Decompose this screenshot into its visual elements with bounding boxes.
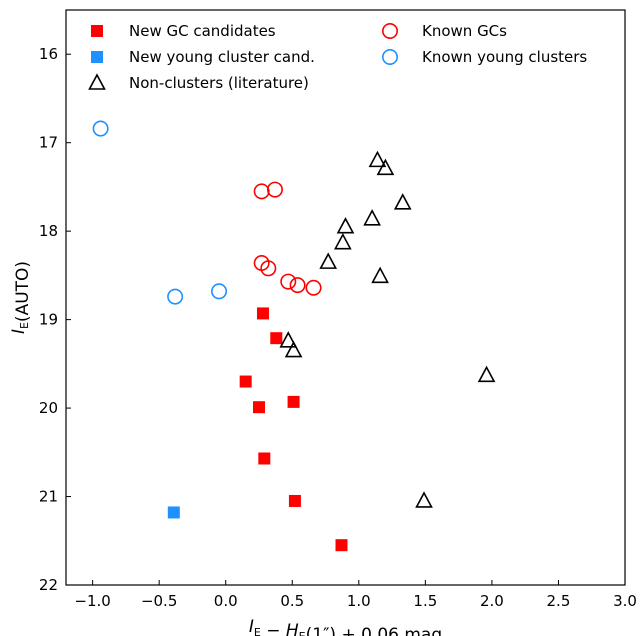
point-known-young-clusters — [92, 120, 109, 137]
plot-frame — [65, 9, 626, 586]
point-new-gc-candidates — [239, 375, 252, 388]
point-non-clusters-literature — [334, 232, 352, 250]
point-non-clusters-literature — [368, 150, 387, 168]
legend: New GC candidates New young cluster cand.… — [88, 22, 587, 92]
y-axis-label: IE(AUTO) — [9, 261, 33, 334]
legend-marker-new-young-cluster-cand — [91, 51, 103, 63]
point-known-gcs — [253, 183, 270, 200]
point-known-young-clusters — [211, 283, 228, 300]
point-new-gc-candidates — [258, 452, 271, 465]
point-new-gc-candidates — [256, 307, 269, 320]
point-non-clusters-literature — [393, 193, 412, 210]
point-new-gc-candidates — [335, 539, 348, 552]
point-new-gc-candidates — [252, 401, 265, 414]
y-axis-ticks: 16 17 18 19 20 21 22 — [39, 45, 71, 594]
y-tick-label: 21 — [39, 488, 58, 506]
point-non-clusters-literature — [477, 365, 496, 383]
x-tick-label: 0.0 — [214, 592, 238, 610]
legend-marker-new-gc-candidates — [91, 25, 103, 37]
point-non-clusters-literature — [371, 266, 389, 284]
point-known-gcs — [289, 277, 306, 294]
legend-marker-known-gcs — [381, 22, 398, 39]
y-tick-label: 16 — [39, 45, 58, 63]
point-non-clusters-literature — [319, 252, 338, 269]
point-new-gc-candidates — [270, 332, 283, 345]
x-tick-label: 1.0 — [347, 592, 371, 610]
point-new-young-cluster-cand — [167, 506, 180, 519]
point-known-gcs — [266, 181, 283, 198]
point-known-young-clusters — [167, 288, 184, 305]
x-tick-label: 3.0 — [613, 592, 637, 610]
point-non-clusters-literature — [284, 340, 303, 358]
y-tick-label: 19 — [39, 311, 58, 329]
x-axis-ticks: −1.0 −0.5 0.0 0.5 1.0 1.5 2.0 2.5 3.0 — [74, 580, 637, 610]
point-non-clusters-literature — [336, 217, 355, 234]
legend-marker-known-young-clusters — [381, 48, 398, 65]
legend-label-new-young-cluster-cand: New young cluster cand. — [129, 48, 315, 66]
legend-marker-non-clusters-literature — [88, 73, 106, 90]
x-axis-label: IE − HE(1″) + 0.06 mag — [249, 617, 442, 636]
point-non-clusters-literature — [363, 209, 381, 226]
x-tick-label: 2.5 — [547, 592, 571, 610]
point-known-gcs — [260, 260, 277, 277]
point-non-clusters-literature — [279, 331, 298, 348]
legend-label-known-young-clusters: Known young clusters — [422, 48, 587, 66]
legend-label-non-clusters-literature: Non-clusters (literature) — [129, 74, 309, 92]
point-non-clusters-literature — [376, 158, 395, 176]
point-new-gc-candidates — [287, 395, 300, 408]
x-tick-label: −1.0 — [74, 592, 110, 610]
data-points — [92, 120, 496, 552]
x-tick-label: 0.5 — [280, 592, 304, 610]
y-tick-label: 22 — [39, 576, 58, 594]
point-known-gcs — [280, 273, 297, 290]
legend-label-new-gc-candidates: New GC candidates — [129, 22, 276, 40]
y-tick-label: 20 — [39, 399, 58, 417]
point-new-gc-candidates — [288, 494, 301, 507]
y-tick-label: 17 — [39, 134, 58, 152]
point-known-gcs — [305, 279, 322, 296]
x-tick-label: 2.0 — [480, 592, 504, 610]
legend-label-known-gcs: Known GCs — [422, 22, 507, 40]
point-non-clusters-literature — [415, 491, 433, 508]
x-tick-label: 1.5 — [413, 592, 437, 610]
x-tick-label: −0.5 — [141, 592, 177, 610]
y-tick-label: 18 — [39, 222, 58, 240]
